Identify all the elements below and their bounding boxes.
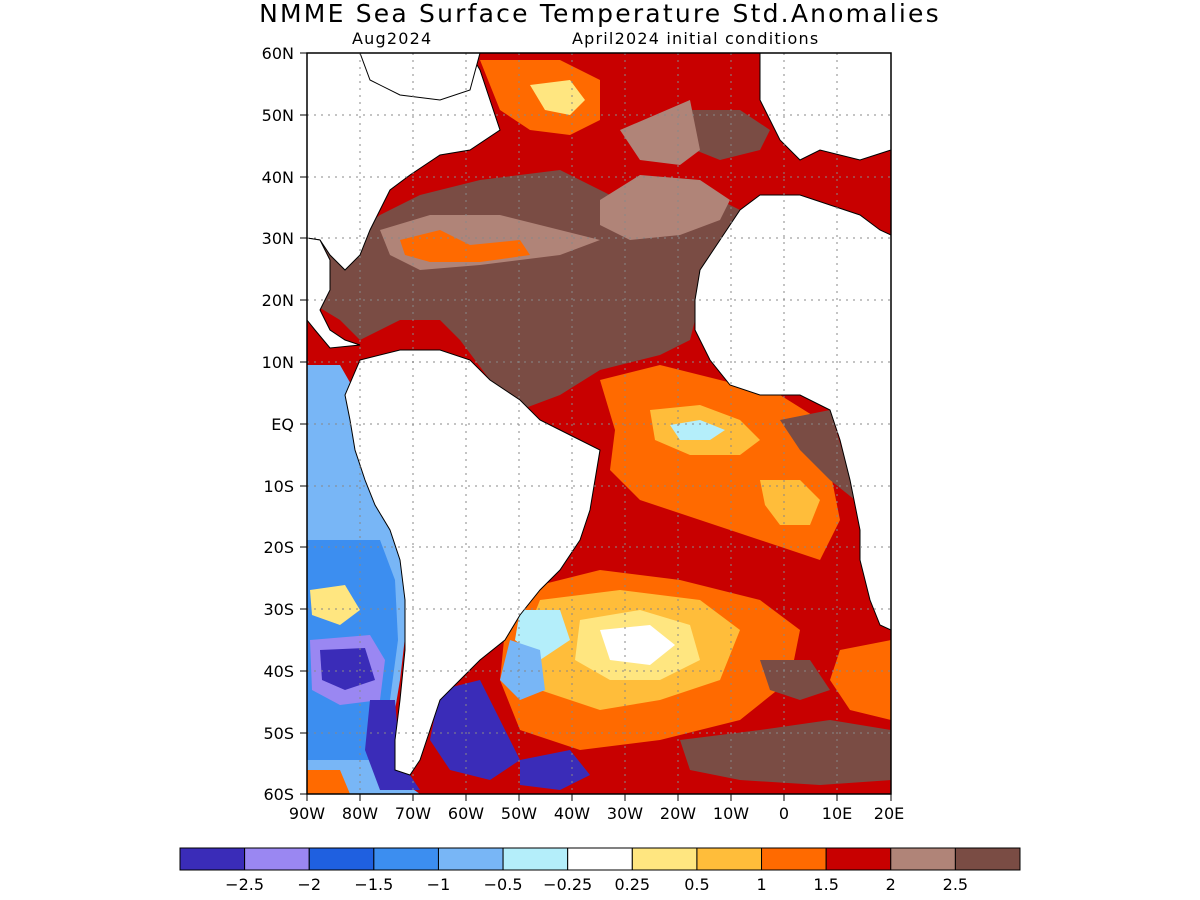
- anomaly-region-south-blue: [500, 640, 545, 700]
- land-north-america: [307, 53, 501, 271]
- lat-label-eq: EQ: [271, 415, 294, 434]
- land-south-america: [344, 349, 601, 776]
- lon-label-30w: 30W: [607, 804, 643, 823]
- graticule: [307, 53, 891, 794]
- colorbar-label: 2: [886, 875, 896, 894]
- lon-label-50w: 50W: [501, 804, 537, 823]
- map-field: [307, 53, 891, 794]
- anomaly-region-pacific-orange-south: [307, 770, 350, 794]
- land-central-america: [307, 237, 361, 349]
- lon-label-10w: 10W: [713, 804, 749, 823]
- colorbar-swatch: [502, 847, 569, 871]
- anomaly-region-ne-brown2: [620, 100, 700, 165]
- lon-label-90w: 90W: [289, 804, 325, 823]
- lon-ticks: [306, 794, 892, 801]
- land-africa: [694, 194, 891, 631]
- anomaly-region-guinea-lightorange: [760, 480, 820, 525]
- anomaly-region-southern-brown: [680, 720, 891, 785]
- lon-label-70w: 70W: [395, 804, 431, 823]
- anomaly-region-ne-brown: [690, 110, 770, 160]
- anomaly-region-pacific-indigo2: [365, 700, 420, 790]
- land-greenland-canada: [359, 53, 481, 101]
- colorbar-swatch: [696, 847, 763, 871]
- lat-label-50s: 50S: [263, 724, 294, 743]
- anomaly-region-pacific-indigo: [320, 648, 375, 690]
- colorbar-label: −0.25: [543, 875, 592, 894]
- lat-label-20s: 20S: [263, 538, 294, 557]
- anomaly-region-gulfstream-orange: [400, 230, 530, 262]
- colorbar-label: 2.5: [943, 875, 968, 894]
- lat-label-60n: 60N: [262, 44, 294, 63]
- lon-label-10e: 10E: [822, 804, 852, 823]
- colorbar-label: −2: [297, 875, 321, 894]
- colorbar-swatch: [437, 847, 504, 871]
- colorbar-swatch: [308, 847, 375, 871]
- lat-label-50n: 50N: [262, 106, 294, 125]
- lon-label-20e: 20E: [874, 804, 904, 823]
- land-europe: [759, 53, 891, 161]
- lat-label-40n: 40N: [262, 168, 294, 187]
- colorbar-swatch: [825, 847, 892, 871]
- anomaly-region-pacific-yellow: [310, 585, 360, 625]
- lon-label-0: 0: [779, 804, 789, 823]
- colorbar-label: 1.5: [813, 875, 838, 894]
- colorbar-swatch: [244, 847, 310, 871]
- colorbar-label: 0.25: [614, 875, 650, 894]
- anomaly-region-midlat-lightbrown: [600, 175, 730, 240]
- colorbar-swatch: [179, 847, 246, 871]
- lon-label-40w: 40W: [554, 804, 590, 823]
- lat-ticks: [300, 52, 307, 795]
- initial-conditions-label: April2024 initial conditions: [572, 29, 820, 48]
- colorbar: −2.5 −2 −1.5 −1 −0.5 −0.25 0.25 0.5 1 1.5 2 2.5: [179, 847, 1021, 894]
- anomaly-region-southwest-indigo: [430, 680, 520, 780]
- lon-label-60w: 60W: [448, 804, 484, 823]
- colorbar-label: −1.5: [354, 875, 393, 894]
- colorbar-swatch: [954, 847, 1021, 871]
- colorbar-swatch: [890, 847, 956, 871]
- lat-label-20n: 20N: [262, 291, 294, 310]
- map-title: NMME Sea Surface Temperature Std.Anomali…: [259, 0, 941, 28]
- lat-label-30s: 30S: [263, 600, 294, 619]
- colorbar-swatch: [567, 847, 633, 871]
- colorbar-swatch: [761, 847, 827, 871]
- anomaly-region-tropical-cyan: [670, 420, 725, 440]
- anomaly-region-southeast-brown: [760, 660, 830, 700]
- lon-label-80w: 80W: [342, 804, 378, 823]
- lat-label-60s: 60S: [263, 785, 294, 804]
- forecast-month-label: Aug2024: [352, 29, 433, 48]
- lat-label-10s: 10S: [263, 477, 294, 496]
- anomaly-region-southeast-orange: [830, 640, 891, 720]
- lat-label-30n: 30N: [262, 229, 294, 248]
- colorbar-label: −2.5: [225, 875, 264, 894]
- colorbar-swatch: [373, 847, 439, 871]
- anomaly-region-south-white: [600, 625, 675, 665]
- anomaly-region-benguela-brown: [780, 410, 855, 500]
- colorbar-label: −0.5: [484, 875, 523, 894]
- anomaly-region-nw-yellow: [530, 80, 585, 115]
- lat-label-40s: 40S: [263, 662, 294, 681]
- colorbar-swatch: [631, 847, 698, 871]
- colorbar-label: −1: [427, 875, 451, 894]
- colorbar-label: 1: [756, 875, 766, 894]
- lon-label-20w: 20W: [660, 804, 696, 823]
- colorbar-label: 0.5: [684, 875, 709, 894]
- lat-label-10n: 10N: [262, 353, 294, 372]
